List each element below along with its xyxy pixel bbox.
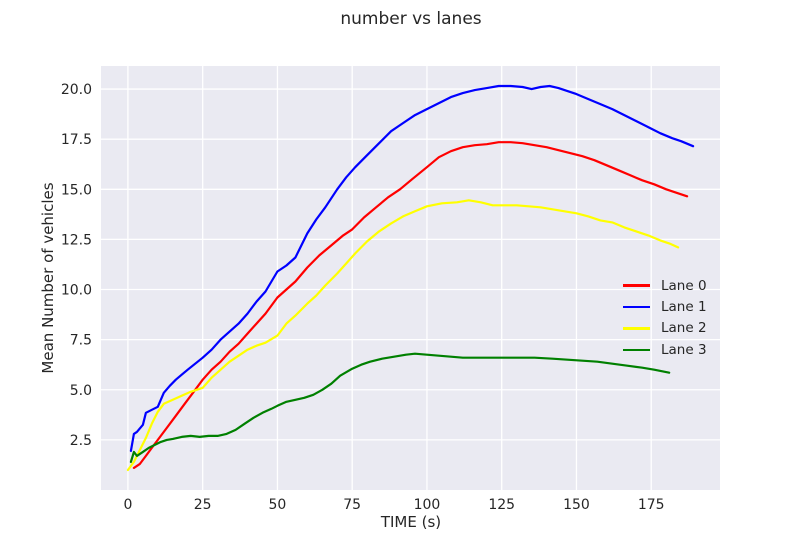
series-line-lane-1 — [129, 84, 695, 452]
legend-item: Lane 3 — [623, 339, 707, 360]
legend-line-swatch-icon — [623, 327, 650, 330]
legend-label: Lane 2 — [661, 320, 707, 337]
legend-item: Lane 2 — [623, 318, 707, 339]
y-tick-label: 20.0 — [61, 82, 92, 98]
y-tick-label: 7.5 — [70, 333, 92, 349]
x-tick-label: 150 — [563, 497, 590, 513]
series-line-lane-3 — [129, 352, 671, 463]
legend-line-swatch-icon — [623, 348, 650, 352]
series-line-lane-0 — [132, 141, 689, 469]
y-tick-label: 2.5 — [70, 433, 92, 449]
plot-background — [101, 66, 720, 490]
legend-item: Lane 0 — [623, 275, 707, 296]
legend-label: Lane 3 — [661, 341, 707, 358]
x-tick-label: 0 — [123, 497, 132, 513]
chart-title: number vs lanes — [340, 9, 482, 29]
y-tick-label: 17.5 — [61, 132, 92, 148]
legend-label: Lane 0 — [661, 277, 707, 294]
y-tick-label: 15.0 — [61, 182, 92, 198]
x-tick-label: 25 — [194, 497, 212, 513]
y-axis-label: Mean Number of vehicles — [39, 182, 57, 374]
y-tick-label: 12.5 — [61, 232, 92, 248]
y-tick-label: 10.0 — [61, 283, 92, 299]
x-tick-label: 100 — [414, 497, 441, 513]
legend-label: Lane 1 — [661, 299, 707, 316]
x-tick-label: 50 — [269, 497, 287, 513]
y-tick-label: 5.0 — [70, 383, 92, 399]
series-line-lane-2 — [126, 199, 680, 472]
legend-line-swatch-icon — [623, 284, 650, 287]
x-tick-label: 75 — [343, 497, 361, 513]
x-tick-label: 125 — [488, 497, 515, 513]
x-axis-label: TIME (s) — [380, 513, 442, 531]
x-tick-label: 175 — [638, 497, 665, 513]
legend-item: Lane 1 — [623, 296, 707, 317]
legend: Lane 0 Lane 1 Lane 2 Lane 3 — [623, 275, 707, 361]
legend-line-swatch-icon — [623, 305, 650, 309]
